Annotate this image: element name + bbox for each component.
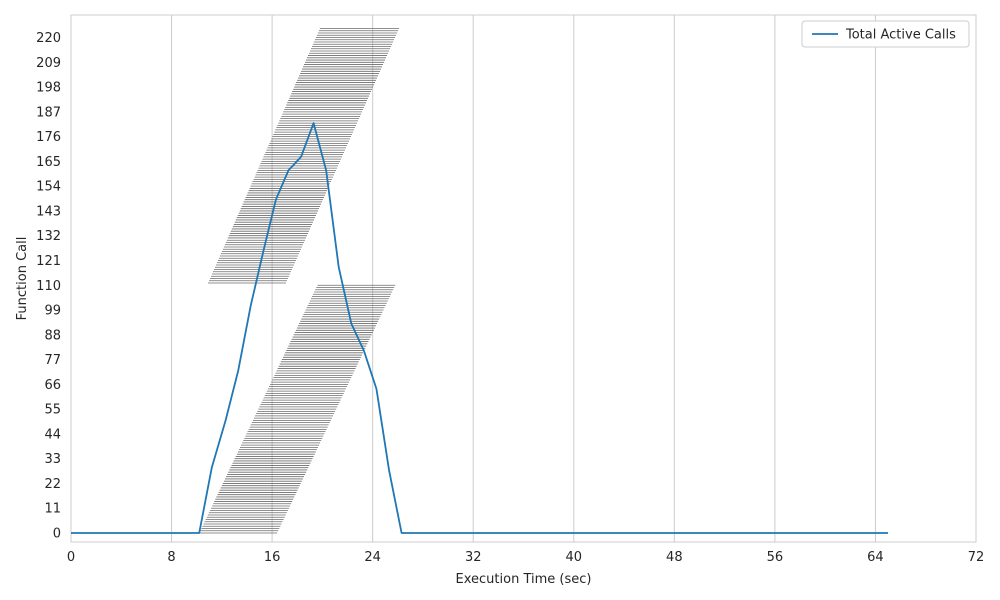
y-tick-label: 77 [44, 353, 61, 368]
y-tick-label: 154 [36, 180, 61, 195]
series-lines [71, 122, 889, 534]
y-tick-label: 187 [36, 105, 61, 120]
x-tick-label: 32 [465, 550, 482, 565]
y-tick-label: 44 [44, 427, 61, 442]
y-tick-label: 88 [44, 328, 61, 343]
y-tick-label: 121 [36, 254, 61, 269]
legend-label: Total Active Calls [845, 28, 956, 43]
x-tick-label: 72 [968, 550, 985, 565]
x-tick-label: 40 [566, 550, 583, 565]
y-tick-label: 176 [36, 130, 61, 145]
x-tick-label: 8 [167, 550, 175, 565]
plot-area [70, 14, 977, 543]
y-tick-label: 132 [36, 229, 61, 244]
legend-box [801, 20, 970, 48]
y-tick-label: 165 [36, 155, 61, 170]
x-tick-label: 64 [867, 550, 884, 565]
x-axis-title: Execution Time (sec) [456, 572, 592, 587]
x-tick-label: 56 [767, 550, 784, 565]
y-tick-label: 99 [44, 304, 61, 319]
y-tick-label: 0 [53, 526, 61, 541]
y-tick-label: 11 [44, 502, 61, 517]
y-axis-title: Function Call [15, 237, 30, 321]
y-tick-labels: 0 11 22 33 44 55 66 77 88 99 110 121 132 143 154 165 176… [36, 31, 61, 541]
y-tick-label: 33 [44, 452, 61, 467]
legend: Total Active Calls [801, 20, 970, 48]
call-intervals [199, 28, 400, 534]
x-tick-label: 0 [67, 550, 75, 565]
y-tick-label: 143 [36, 204, 61, 219]
grid-lines [171, 15, 876, 542]
y-tick-label: 198 [36, 81, 61, 96]
y-tick-label: 55 [44, 403, 61, 418]
x-tick-label: 16 [264, 550, 281, 565]
y-tick-label: 110 [36, 279, 61, 294]
y-tick-label: 66 [44, 378, 61, 393]
y-tick-label: 220 [36, 31, 61, 46]
x-tick-label: 48 [666, 550, 683, 565]
x-tick-label: 24 [364, 550, 381, 565]
series-line-total-active-calls [71, 122, 889, 534]
y-tick-label: 22 [44, 477, 61, 492]
y-tick-label: 209 [36, 56, 61, 71]
x-tick-labels: 0 8 16 24 32 40 48 56 64 72 [67, 550, 984, 565]
